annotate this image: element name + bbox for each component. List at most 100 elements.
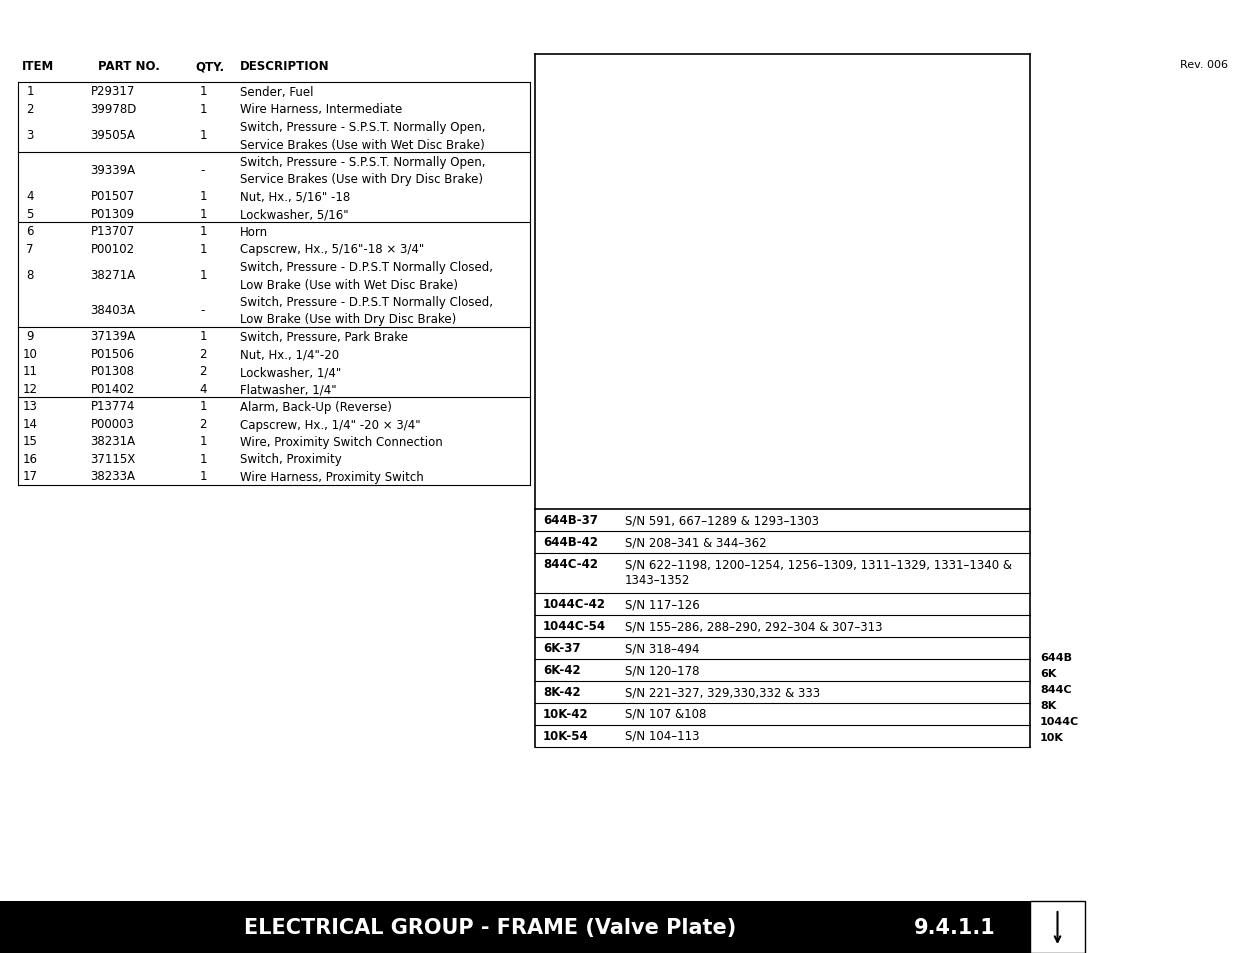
Text: Wire, Proximity Switch Connection: Wire, Proximity Switch Connection <box>240 436 443 449</box>
Text: 1: 1 <box>199 208 206 220</box>
Text: 1: 1 <box>199 453 206 465</box>
Text: 2: 2 <box>199 417 206 431</box>
Text: 1: 1 <box>199 190 206 203</box>
Text: 1044C-54: 1044C-54 <box>543 619 606 633</box>
Text: 4: 4 <box>26 190 33 203</box>
Text: Flatwasher, 1/4": Flatwasher, 1/4" <box>240 383 337 396</box>
Text: Switch, Pressure, Park Brake: Switch, Pressure, Park Brake <box>240 331 408 344</box>
Text: 7: 7 <box>26 242 33 255</box>
Text: 8: 8 <box>26 269 33 282</box>
Text: 1: 1 <box>199 103 206 115</box>
Text: Low Brake (Use with Dry Disc Brake): Low Brake (Use with Dry Disc Brake) <box>240 314 456 326</box>
Text: 37115X: 37115X <box>90 453 136 465</box>
Text: Wire Harness, Proximity Switch: Wire Harness, Proximity Switch <box>240 471 424 483</box>
Text: Rev. 006: Rev. 006 <box>1179 60 1228 70</box>
Text: P01308: P01308 <box>91 365 135 377</box>
Text: 5: 5 <box>26 208 33 220</box>
Text: -: - <box>201 304 205 316</box>
Bar <box>1030 901 1086 953</box>
Text: Sender, Fuel: Sender, Fuel <box>240 86 314 99</box>
Text: P01402: P01402 <box>91 382 135 395</box>
Text: 37139A: 37139A <box>90 330 136 343</box>
Text: 1: 1 <box>199 269 206 282</box>
Text: Switch, Pressure - D.P.S.T Normally Closed,: Switch, Pressure - D.P.S.T Normally Clos… <box>240 261 493 274</box>
Text: S/N 318–494: S/N 318–494 <box>625 641 699 655</box>
Text: 38271A: 38271A <box>90 269 136 282</box>
Text: 1: 1 <box>199 242 206 255</box>
Text: 644B: 644B <box>1040 652 1072 662</box>
Text: 644B-42: 644B-42 <box>543 536 598 548</box>
Text: 39339A: 39339A <box>90 164 136 177</box>
Text: 9.4.1.1: 9.4.1.1 <box>914 917 995 937</box>
Text: 15: 15 <box>22 435 37 448</box>
Text: 1: 1 <box>199 470 206 483</box>
Text: 8K: 8K <box>1040 700 1056 710</box>
Text: S/N 221–327, 329,330,332 & 333: S/N 221–327, 329,330,332 & 333 <box>625 685 820 699</box>
Text: ELECTRICAL GROUP - FRAME (Valve Plate): ELECTRICAL GROUP - FRAME (Valve Plate) <box>243 917 736 937</box>
Text: 17: 17 <box>22 470 37 483</box>
Text: S/N 117–126: S/N 117–126 <box>625 598 700 610</box>
Text: 10K: 10K <box>1040 732 1063 742</box>
Text: S/N 591, 667–1289 & 1293–1303: S/N 591, 667–1289 & 1293–1303 <box>625 514 819 526</box>
Text: Nut, Hx., 1/4"-20: Nut, Hx., 1/4"-20 <box>240 348 340 361</box>
Text: 4: 4 <box>199 382 206 395</box>
Text: Capscrew, Hx., 5/16"-18 × 3/4": Capscrew, Hx., 5/16"-18 × 3/4" <box>240 243 425 256</box>
Text: Lockwasher, 1/4": Lockwasher, 1/4" <box>240 366 341 378</box>
Text: PART NO.: PART NO. <box>98 60 159 73</box>
Text: S/N 622–1198, 1200–1254, 1256–1309, 1311–1329, 1331–1340 &: S/N 622–1198, 1200–1254, 1256–1309, 1311… <box>625 558 1011 571</box>
Text: 1044C: 1044C <box>1040 717 1079 726</box>
Text: Capscrew, Hx., 1/4" -20 × 3/4": Capscrew, Hx., 1/4" -20 × 3/4" <box>240 418 421 431</box>
Text: Switch, Pressure - S.P.S.T. Normally Open,: Switch, Pressure - S.P.S.T. Normally Ope… <box>240 121 485 133</box>
Text: S/N 155–286, 288–290, 292–304 & 307–313: S/N 155–286, 288–290, 292–304 & 307–313 <box>625 619 883 633</box>
Text: Wire Harness, Intermediate: Wire Harness, Intermediate <box>240 103 403 116</box>
Text: 8K-42: 8K-42 <box>543 685 580 699</box>
Text: Lockwasher, 5/16": Lockwasher, 5/16" <box>240 209 348 221</box>
Text: 6: 6 <box>26 225 33 238</box>
Text: P01506: P01506 <box>91 348 135 360</box>
Text: 6K-42: 6K-42 <box>543 663 580 677</box>
Text: P29317: P29317 <box>91 85 135 98</box>
Text: 644B-37: 644B-37 <box>543 514 598 526</box>
Text: 39505A: 39505A <box>90 129 136 142</box>
Text: 6K-37: 6K-37 <box>543 641 580 655</box>
Text: 13: 13 <box>22 400 37 413</box>
Text: 1: 1 <box>199 400 206 413</box>
Text: 2: 2 <box>26 103 33 115</box>
Text: 38233A: 38233A <box>90 470 136 483</box>
Text: 12: 12 <box>22 382 37 395</box>
Text: Nut, Hx., 5/16" -18: Nut, Hx., 5/16" -18 <box>240 191 351 204</box>
Text: 2: 2 <box>199 365 206 377</box>
Text: Service Brakes (Use with Dry Disc Brake): Service Brakes (Use with Dry Disc Brake) <box>240 173 483 186</box>
Text: ITEM: ITEM <box>22 60 54 73</box>
Text: 38231A: 38231A <box>90 435 136 448</box>
Text: Switch, Pressure - D.P.S.T Normally Closed,: Switch, Pressure - D.P.S.T Normally Clos… <box>240 295 493 309</box>
Text: 3: 3 <box>26 129 33 142</box>
Text: Low Brake (Use with Wet Disc Brake): Low Brake (Use with Wet Disc Brake) <box>240 278 458 292</box>
Text: DESCRIPTION: DESCRIPTION <box>240 60 330 73</box>
Text: P13707: P13707 <box>91 225 135 238</box>
Text: QTY.: QTY. <box>195 60 224 73</box>
Text: 10K-54: 10K-54 <box>543 729 589 742</box>
Text: 2: 2 <box>199 348 206 360</box>
Text: -: - <box>201 164 205 177</box>
Text: Switch, Proximity: Switch, Proximity <box>240 453 342 466</box>
Text: 1: 1 <box>199 225 206 238</box>
Text: Switch, Pressure - S.P.S.T. Normally Open,: Switch, Pressure - S.P.S.T. Normally Ope… <box>240 156 485 169</box>
Text: 39978D: 39978D <box>90 103 136 115</box>
Text: 1: 1 <box>199 435 206 448</box>
Text: Alarm, Back-Up (Reverse): Alarm, Back-Up (Reverse) <box>240 400 391 414</box>
Text: 38403A: 38403A <box>90 304 136 316</box>
Text: P01507: P01507 <box>91 190 135 203</box>
Text: 11: 11 <box>22 365 37 377</box>
Text: Service Brakes (Use with Wet Disc Brake): Service Brakes (Use with Wet Disc Brake) <box>240 138 485 152</box>
Text: 1: 1 <box>199 330 206 343</box>
Text: S/N 107 &108: S/N 107 &108 <box>625 707 706 720</box>
Text: S/N 208–341 & 344–362: S/N 208–341 & 344–362 <box>625 536 767 548</box>
Text: 844C: 844C <box>1040 684 1072 695</box>
Text: P13774: P13774 <box>91 400 135 413</box>
Text: 6K: 6K <box>1040 668 1056 679</box>
Text: 10: 10 <box>22 348 37 360</box>
Text: 9: 9 <box>26 330 33 343</box>
Text: P00003: P00003 <box>91 417 135 431</box>
Text: 14: 14 <box>22 417 37 431</box>
